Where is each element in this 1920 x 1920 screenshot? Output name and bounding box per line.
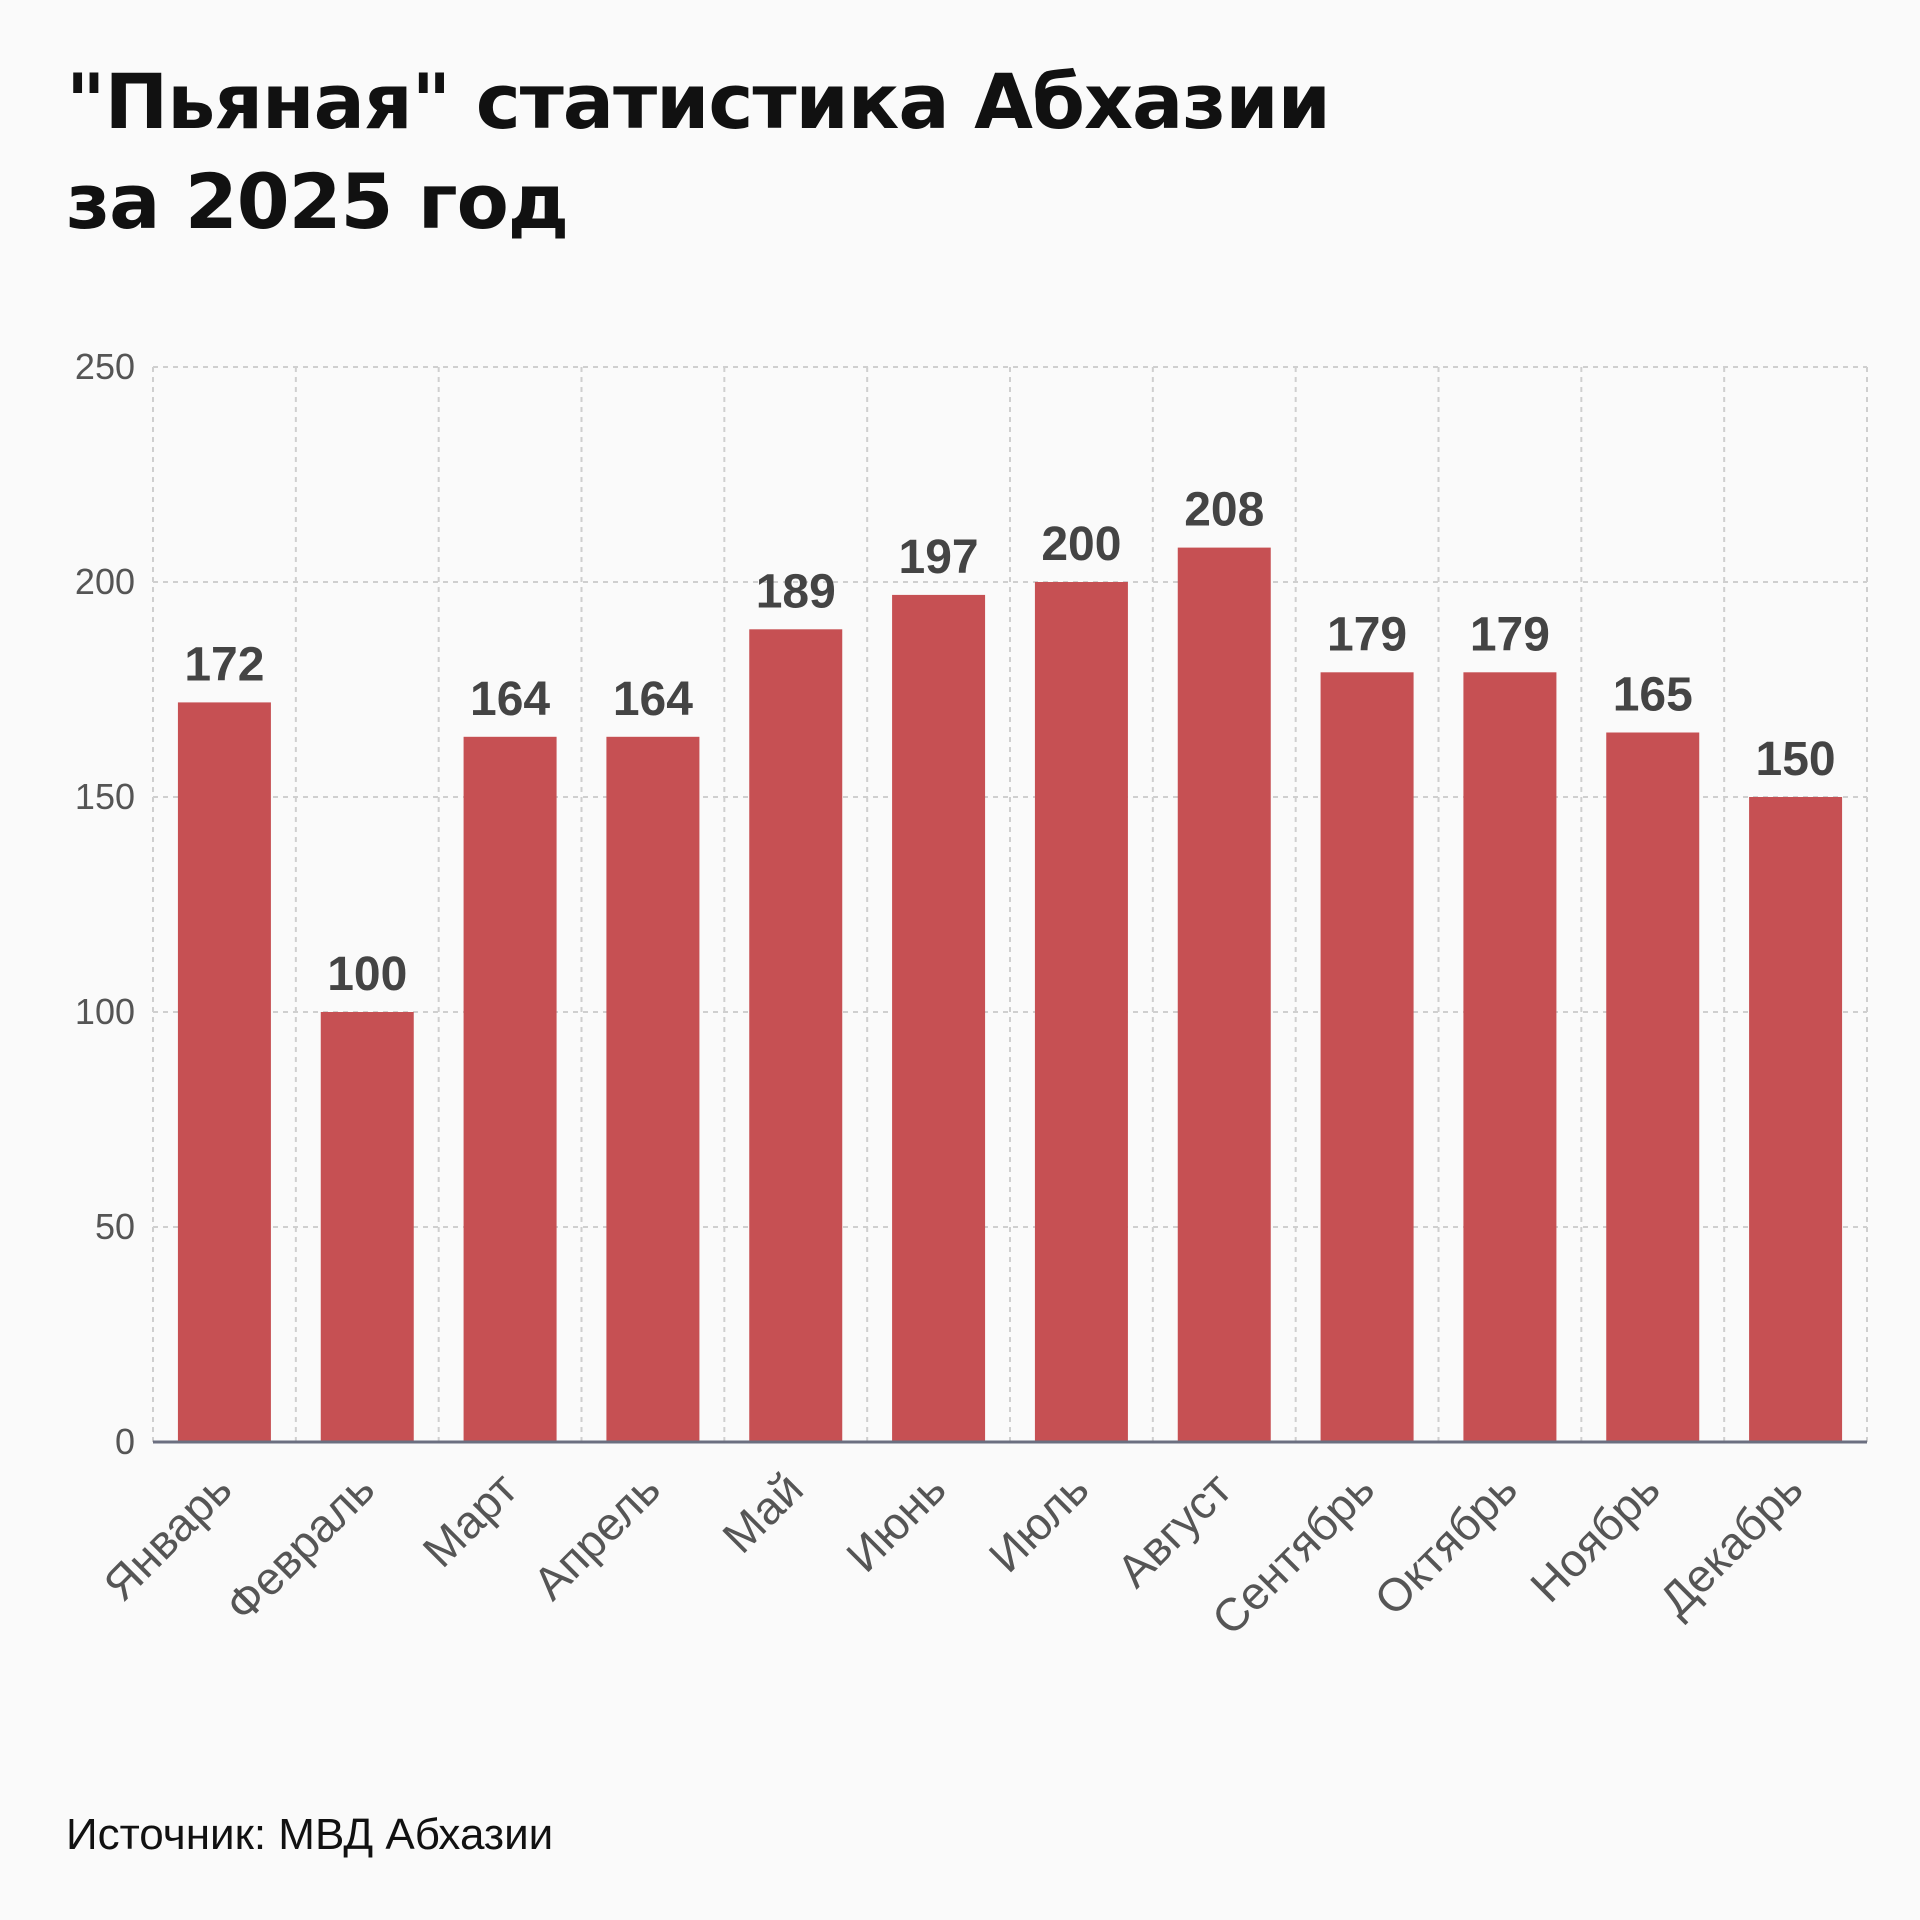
x-tick-label: Август: [1107, 1462, 1242, 1597]
x-tick-label: Октябрь: [1364, 1462, 1527, 1625]
x-tick-label: Апрель: [523, 1462, 670, 1609]
data-label: 200: [1041, 518, 1121, 571]
x-tick-label: Март: [413, 1462, 528, 1577]
bar: [749, 629, 843, 1442]
bar: [1606, 732, 1700, 1442]
data-label: 165: [1613, 669, 1693, 722]
data-label: 179: [1470, 608, 1550, 661]
source-note: Источник: МВД Абхазии: [66, 1810, 554, 1859]
data-label: 164: [613, 673, 693, 726]
bar: [1749, 797, 1843, 1442]
bar: [1320, 672, 1414, 1442]
data-label: 164: [470, 673, 550, 726]
x-tick-label: Ноябрь: [1520, 1462, 1670, 1612]
y-tick-label: 0: [115, 1421, 135, 1462]
bar: [177, 702, 271, 1442]
x-tick-label: Май: [712, 1462, 812, 1562]
bar: [1034, 582, 1128, 1442]
data-label: 197: [899, 531, 979, 584]
bar: [320, 1012, 414, 1442]
x-tick-label: Декабрь: [1649, 1462, 1813, 1626]
bar: [892, 594, 986, 1442]
bar: [463, 736, 557, 1442]
data-label: 208: [1184, 484, 1264, 537]
data-label: 189: [756, 565, 836, 618]
x-tick-label: Июль: [979, 1462, 1099, 1582]
data-label: 179: [1327, 608, 1407, 661]
data-label: 172: [184, 638, 264, 691]
y-tick-label: 200: [75, 561, 135, 602]
y-tick-label: 150: [75, 776, 135, 817]
data-label: 100: [327, 948, 407, 1001]
chart-title: "Пьяная" статистика Абхазии за 2025 год: [66, 57, 1331, 246]
bar: [1177, 547, 1271, 1442]
y-tick-label: 250: [75, 346, 135, 387]
y-tick-label: 50: [95, 1206, 135, 1247]
x-tick-label: Июнь: [836, 1462, 955, 1581]
data-label: 150: [1756, 733, 1836, 786]
x-tick-label: Январь: [93, 1462, 241, 1610]
bar: [1463, 672, 1557, 1442]
y-tick-label: 100: [75, 991, 135, 1032]
bar: [606, 736, 700, 1442]
x-tick-label: Февраль: [215, 1462, 384, 1631]
